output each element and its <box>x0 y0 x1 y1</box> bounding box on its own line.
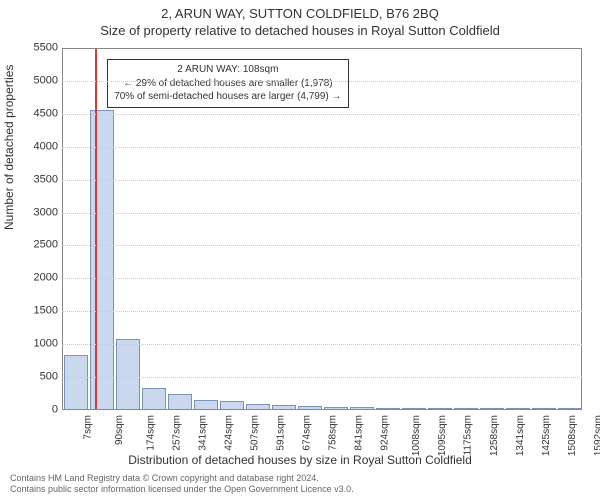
ytick-label: 2500 <box>34 240 58 251</box>
info-box-line: 70% of semi-detached houses are larger (… <box>114 90 341 104</box>
histogram-bar <box>142 388 167 409</box>
gridline <box>62 377 582 378</box>
x-axis-label: Distribution of detached houses by size … <box>0 453 600 467</box>
histogram-bar <box>506 408 531 409</box>
xtick-label: 1341sqm <box>516 415 526 456</box>
histogram-bar <box>324 407 349 409</box>
chart-container: 2, ARUN WAY, SUTTON COLDFIELD, B76 2BQ S… <box>0 0 600 500</box>
histogram-bar <box>480 408 505 409</box>
xtick-label: 7sqm <box>83 415 93 439</box>
footer-line-1: Contains HM Land Registry data © Crown c… <box>10 473 354 485</box>
histogram-bar <box>428 408 453 409</box>
info-box: 2 ARUN WAY: 108sqm← 29% of detached hous… <box>107 59 348 108</box>
xtick-label: 257sqm <box>173 415 183 451</box>
histogram-bar <box>168 394 193 409</box>
histogram-bar <box>376 408 401 409</box>
xtick-label: 90sqm <box>115 415 125 445</box>
gridline <box>62 311 582 312</box>
gridline <box>62 147 582 148</box>
xtick-label: 674sqm <box>303 415 313 451</box>
footer-attribution: Contains HM Land Registry data © Crown c… <box>10 473 354 496</box>
ytick-label: 0 <box>52 405 58 416</box>
ytick-label: 4500 <box>34 108 58 119</box>
xtick-label: 758sqm <box>329 415 339 451</box>
title-sub: Size of property relative to detached ho… <box>0 21 600 42</box>
ytick-label: 3000 <box>34 207 58 218</box>
xtick-label: 507sqm <box>251 415 261 451</box>
plot-area: 2 ARUN WAY: 108sqm← 29% of detached hous… <box>62 48 582 410</box>
histogram-bar <box>220 401 245 409</box>
histogram-bar <box>350 407 375 409</box>
gridline <box>62 114 582 115</box>
histogram-bar <box>298 406 323 409</box>
histogram-bar <box>272 405 297 409</box>
ytick-label: 4000 <box>34 141 58 152</box>
ytick-label: 500 <box>40 372 58 383</box>
xtick-label: 1095sqm <box>438 415 448 456</box>
xtick-label: 924sqm <box>381 415 391 451</box>
ytick-label: 5500 <box>34 43 58 54</box>
gridline <box>62 245 582 246</box>
gridline <box>62 278 582 279</box>
xtick-label: 1175sqm <box>463 415 473 455</box>
gridline <box>62 344 582 345</box>
histogram-bar <box>402 408 427 409</box>
histogram-bar <box>246 404 271 409</box>
histogram-bar <box>532 408 557 409</box>
histogram-bar <box>194 400 219 409</box>
ytick-label: 1500 <box>34 306 58 317</box>
marker-line <box>95 49 97 409</box>
xtick-label: 341sqm <box>199 415 209 451</box>
xtick-label: 841sqm <box>355 415 365 451</box>
gridline <box>62 180 582 181</box>
ytick-label: 1000 <box>34 339 58 350</box>
xtick-label: 174sqm <box>147 415 157 451</box>
info-box-line: 2 ARUN WAY: 108sqm <box>114 63 341 77</box>
xtick-label: 1425sqm <box>542 415 552 456</box>
histogram-bar <box>116 339 141 409</box>
xtick-label: 591sqm <box>277 415 287 451</box>
footer-line-2: Contains public sector information licen… <box>10 484 354 496</box>
xtick-label: 1258sqm <box>490 415 500 456</box>
histogram-bar <box>454 408 479 409</box>
info-box-line: ← 29% of detached houses are smaller (1,… <box>114 77 341 91</box>
histogram-bar <box>90 110 115 409</box>
xtick-label: 1008sqm <box>412 415 422 456</box>
ytick-label: 5000 <box>34 75 58 86</box>
gridline <box>62 81 582 82</box>
ytick-label: 3500 <box>34 174 58 185</box>
ytick-label: 2000 <box>34 273 58 284</box>
histogram-bar <box>64 355 89 409</box>
title-main: 2, ARUN WAY, SUTTON COLDFIELD, B76 2BQ <box>0 0 600 21</box>
gridline <box>62 213 582 214</box>
xtick-label: 1508sqm <box>568 415 578 456</box>
histogram-bar <box>558 408 583 409</box>
xtick-label: 1592sqm <box>594 415 600 456</box>
y-axis-label: Number of detached properties <box>2 65 16 230</box>
xtick-label: 424sqm <box>225 415 235 451</box>
